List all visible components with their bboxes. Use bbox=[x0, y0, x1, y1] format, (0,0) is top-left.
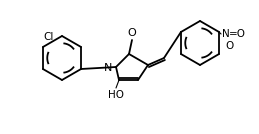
Text: Cl: Cl bbox=[44, 32, 54, 42]
Text: O: O bbox=[225, 41, 233, 51]
Text: HO: HO bbox=[108, 90, 124, 100]
Text: =O: =O bbox=[228, 29, 246, 39]
Text: N: N bbox=[222, 29, 230, 39]
Text: N: N bbox=[104, 63, 112, 73]
Text: O: O bbox=[128, 28, 136, 38]
